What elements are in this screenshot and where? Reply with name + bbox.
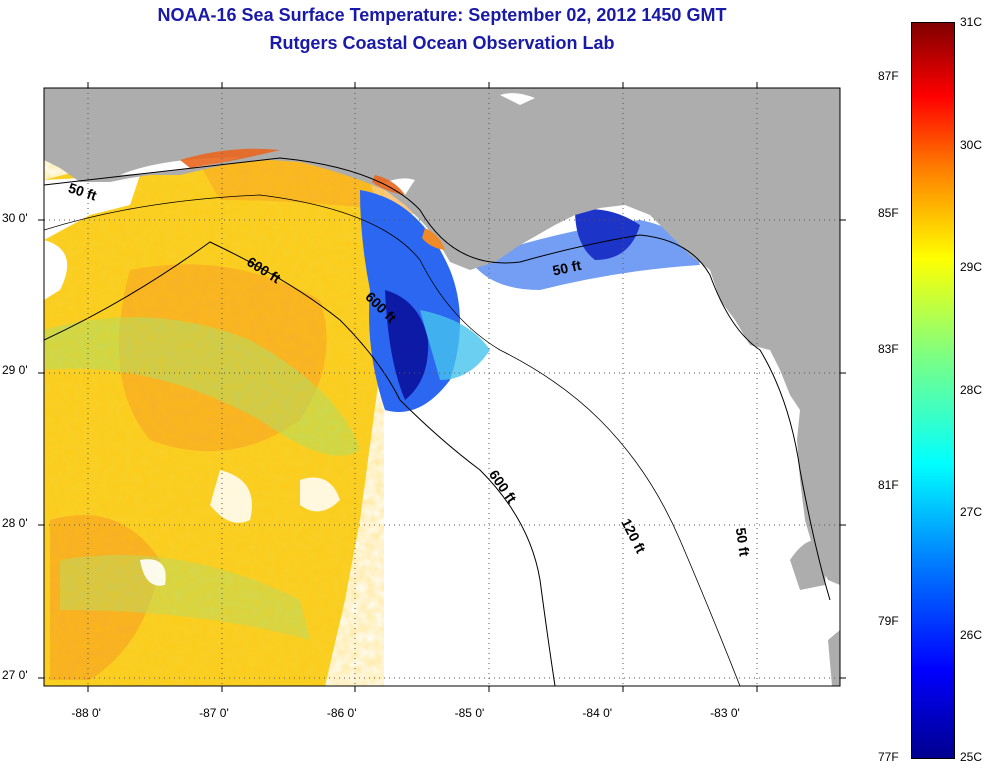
colorbar-celsius-label: 29C: [960, 260, 983, 274]
contour-600ft: [44, 241, 556, 686]
colorbar-fahrenheit-label: 85F: [878, 205, 899, 220]
lon-tick-label: -85 0': [454, 706, 485, 720]
colorbar-fahrenheit-label: 77F: [878, 750, 899, 764]
map-frame: [43, 87, 841, 687]
sst-cool-bigbend: [470, 220, 700, 290]
colorbar-fahrenheit-label: 81F: [878, 477, 899, 492]
contour-label: 50 ft: [733, 527, 753, 558]
lat-tick-label: 29 0': [2, 363, 28, 378]
colorbar-fahrenheit-label: 87F: [878, 69, 899, 84]
lon-tick-label: -88 0': [71, 706, 101, 720]
colorbar-celsius-label: 26C: [960, 627, 983, 642]
colorbar-celsius-label: 25C: [960, 750, 983, 764]
sst-cool-bigbend-dark: [575, 209, 640, 260]
contour-120ft: [44, 194, 741, 686]
colorbar-fahrenheit-label: 83F: [878, 341, 899, 356]
lat-tick-label: 30 0': [2, 210, 28, 225]
map-subtitle: Rutgers Coastal Ocean Observation Lab: [269, 33, 615, 53]
sst-cool-core: [385, 290, 429, 400]
colorbar-celsius-label: 30C: [960, 137, 983, 152]
contour-label: 50 ft: [551, 257, 583, 279]
temperature-colorbar: [911, 22, 955, 759]
lon-tick-label: -84 0': [582, 706, 613, 720]
colorbar-fahrenheit-label: 79F: [878, 613, 899, 628]
lon-tick-label: -87 0': [199, 706, 229, 720]
lon-tick-label: -86 0': [326, 706, 357, 720]
map-title: NOAA-16 Sea Surface Temperature: Septemb…: [157, 5, 727, 25]
lon-tick-label: -83 0': [710, 706, 740, 720]
sst-cyan-edge: [420, 310, 490, 380]
colorbar-celsius-label: 27C: [960, 505, 983, 519]
cloud-gap: [44, 175, 140, 240]
frame-ticks: [38, 82, 846, 692]
contour-50ft-west: [44, 157, 831, 601]
colorbar-celsius-label: 31C: [960, 15, 983, 29]
land-mass: [44, 88, 840, 585]
lat-tick-label: 28 0': [2, 515, 28, 530]
colorbar-celsius-label: 28C: [960, 382, 983, 397]
lat-tick-label: 27 0': [2, 668, 28, 683]
